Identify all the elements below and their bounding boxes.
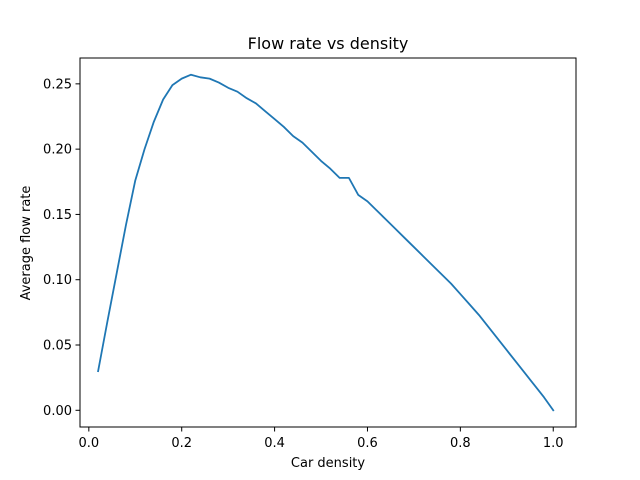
x-tick-label: 0.8 bbox=[450, 436, 471, 451]
y-tick-label: 0.15 bbox=[43, 208, 72, 223]
x-tick-label: 0.0 bbox=[78, 436, 99, 451]
y-tick-label: 0.20 bbox=[43, 143, 72, 158]
series-line bbox=[97, 73, 555, 412]
y-tick-label: 0.05 bbox=[43, 339, 72, 354]
x-tick-label: 1.0 bbox=[543, 436, 564, 451]
y-tick-label: 0.10 bbox=[43, 273, 72, 288]
y-axis-label: Average flow rate bbox=[19, 186, 34, 301]
plot-area bbox=[97, 73, 555, 412]
y-tick-label: 0.25 bbox=[43, 77, 72, 92]
x-axis-label: Car density bbox=[291, 456, 365, 471]
x-axis: 0.0 0.2 0.4 0.6 0.8 1.0 bbox=[78, 427, 564, 451]
y-axis: 0.00 0.05 0.10 0.15 0.20 0.25 bbox=[43, 77, 80, 419]
x-tick-label: 0.6 bbox=[357, 436, 378, 451]
axes-frame bbox=[79, 57, 577, 428]
x-tick-label: 0.4 bbox=[264, 436, 285, 451]
chart-title: Flow rate vs density bbox=[248, 34, 409, 53]
x-tick-label: 0.2 bbox=[171, 436, 192, 451]
y-tick-label: 0.00 bbox=[43, 404, 72, 419]
